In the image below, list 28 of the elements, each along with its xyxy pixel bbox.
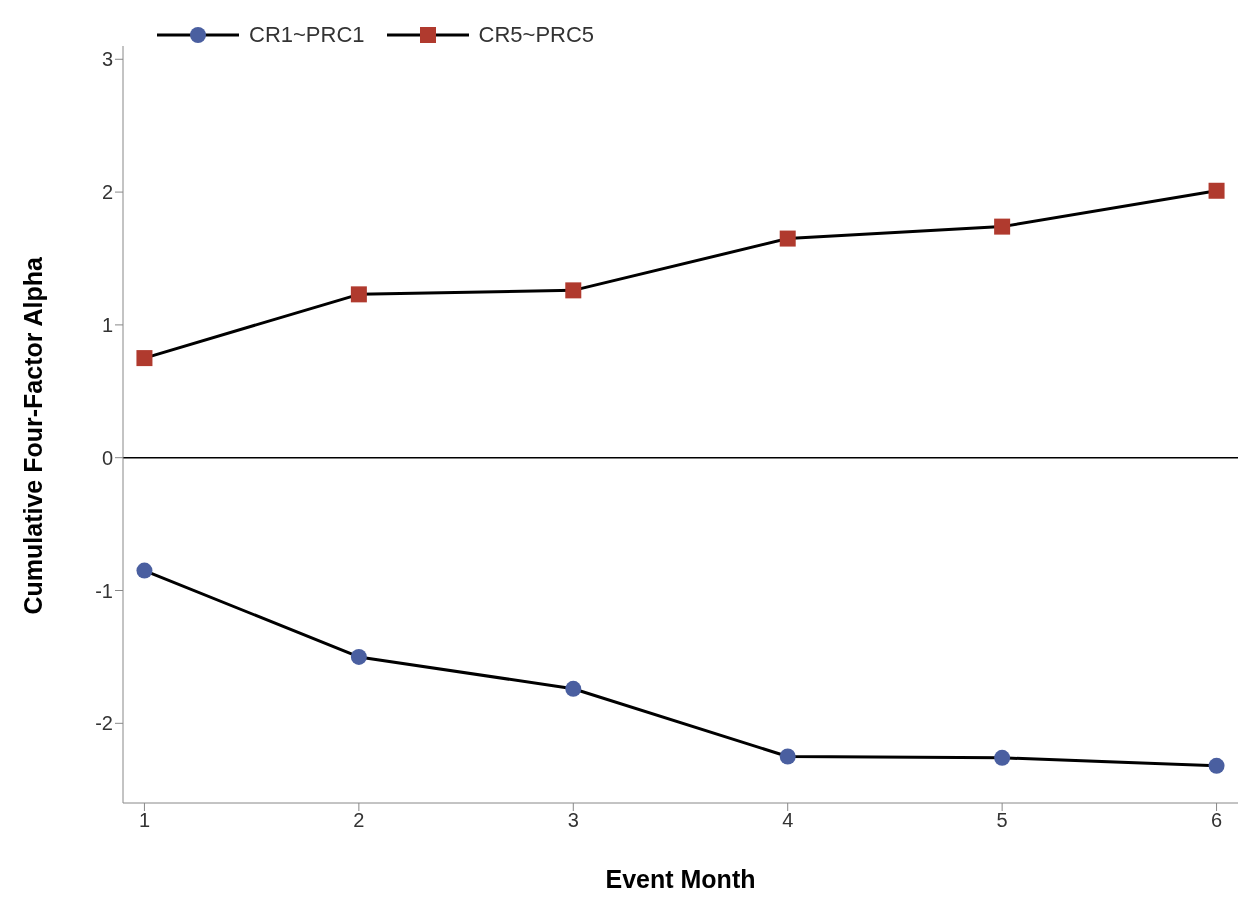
x-tick-label: 5 xyxy=(996,809,1008,832)
x-tick-label: 4 xyxy=(782,809,794,832)
x-tick-label: 3 xyxy=(567,809,579,832)
legend-label: CR5~PRC5 xyxy=(478,22,595,48)
point xyxy=(136,562,153,579)
y-axis-title: Cumulative Four-Factor Alpha xyxy=(18,255,47,615)
point xyxy=(994,749,1011,766)
y-tick-label: 3 xyxy=(101,48,113,71)
x-tick-label: 1 xyxy=(138,809,150,832)
point xyxy=(350,286,367,303)
x-axis-title: Event Month xyxy=(605,865,756,893)
point xyxy=(1208,182,1225,199)
point xyxy=(350,648,367,665)
y-tick-label: -1 xyxy=(95,579,113,602)
y-tick-label: 1 xyxy=(101,313,113,336)
x-tick-label: 6 xyxy=(1211,809,1223,832)
point xyxy=(565,282,582,299)
y-tick-label: -2 xyxy=(95,712,113,735)
point xyxy=(136,350,153,367)
x-tick-label: 2 xyxy=(353,809,365,832)
point xyxy=(779,230,796,247)
point xyxy=(565,680,582,697)
point xyxy=(994,218,1011,235)
legend-label: CR1~PRC1 xyxy=(249,22,365,48)
point xyxy=(1208,757,1225,774)
point xyxy=(779,748,796,765)
y-tick-label: 2 xyxy=(101,181,113,204)
y-tick-label: 0 xyxy=(101,446,113,469)
